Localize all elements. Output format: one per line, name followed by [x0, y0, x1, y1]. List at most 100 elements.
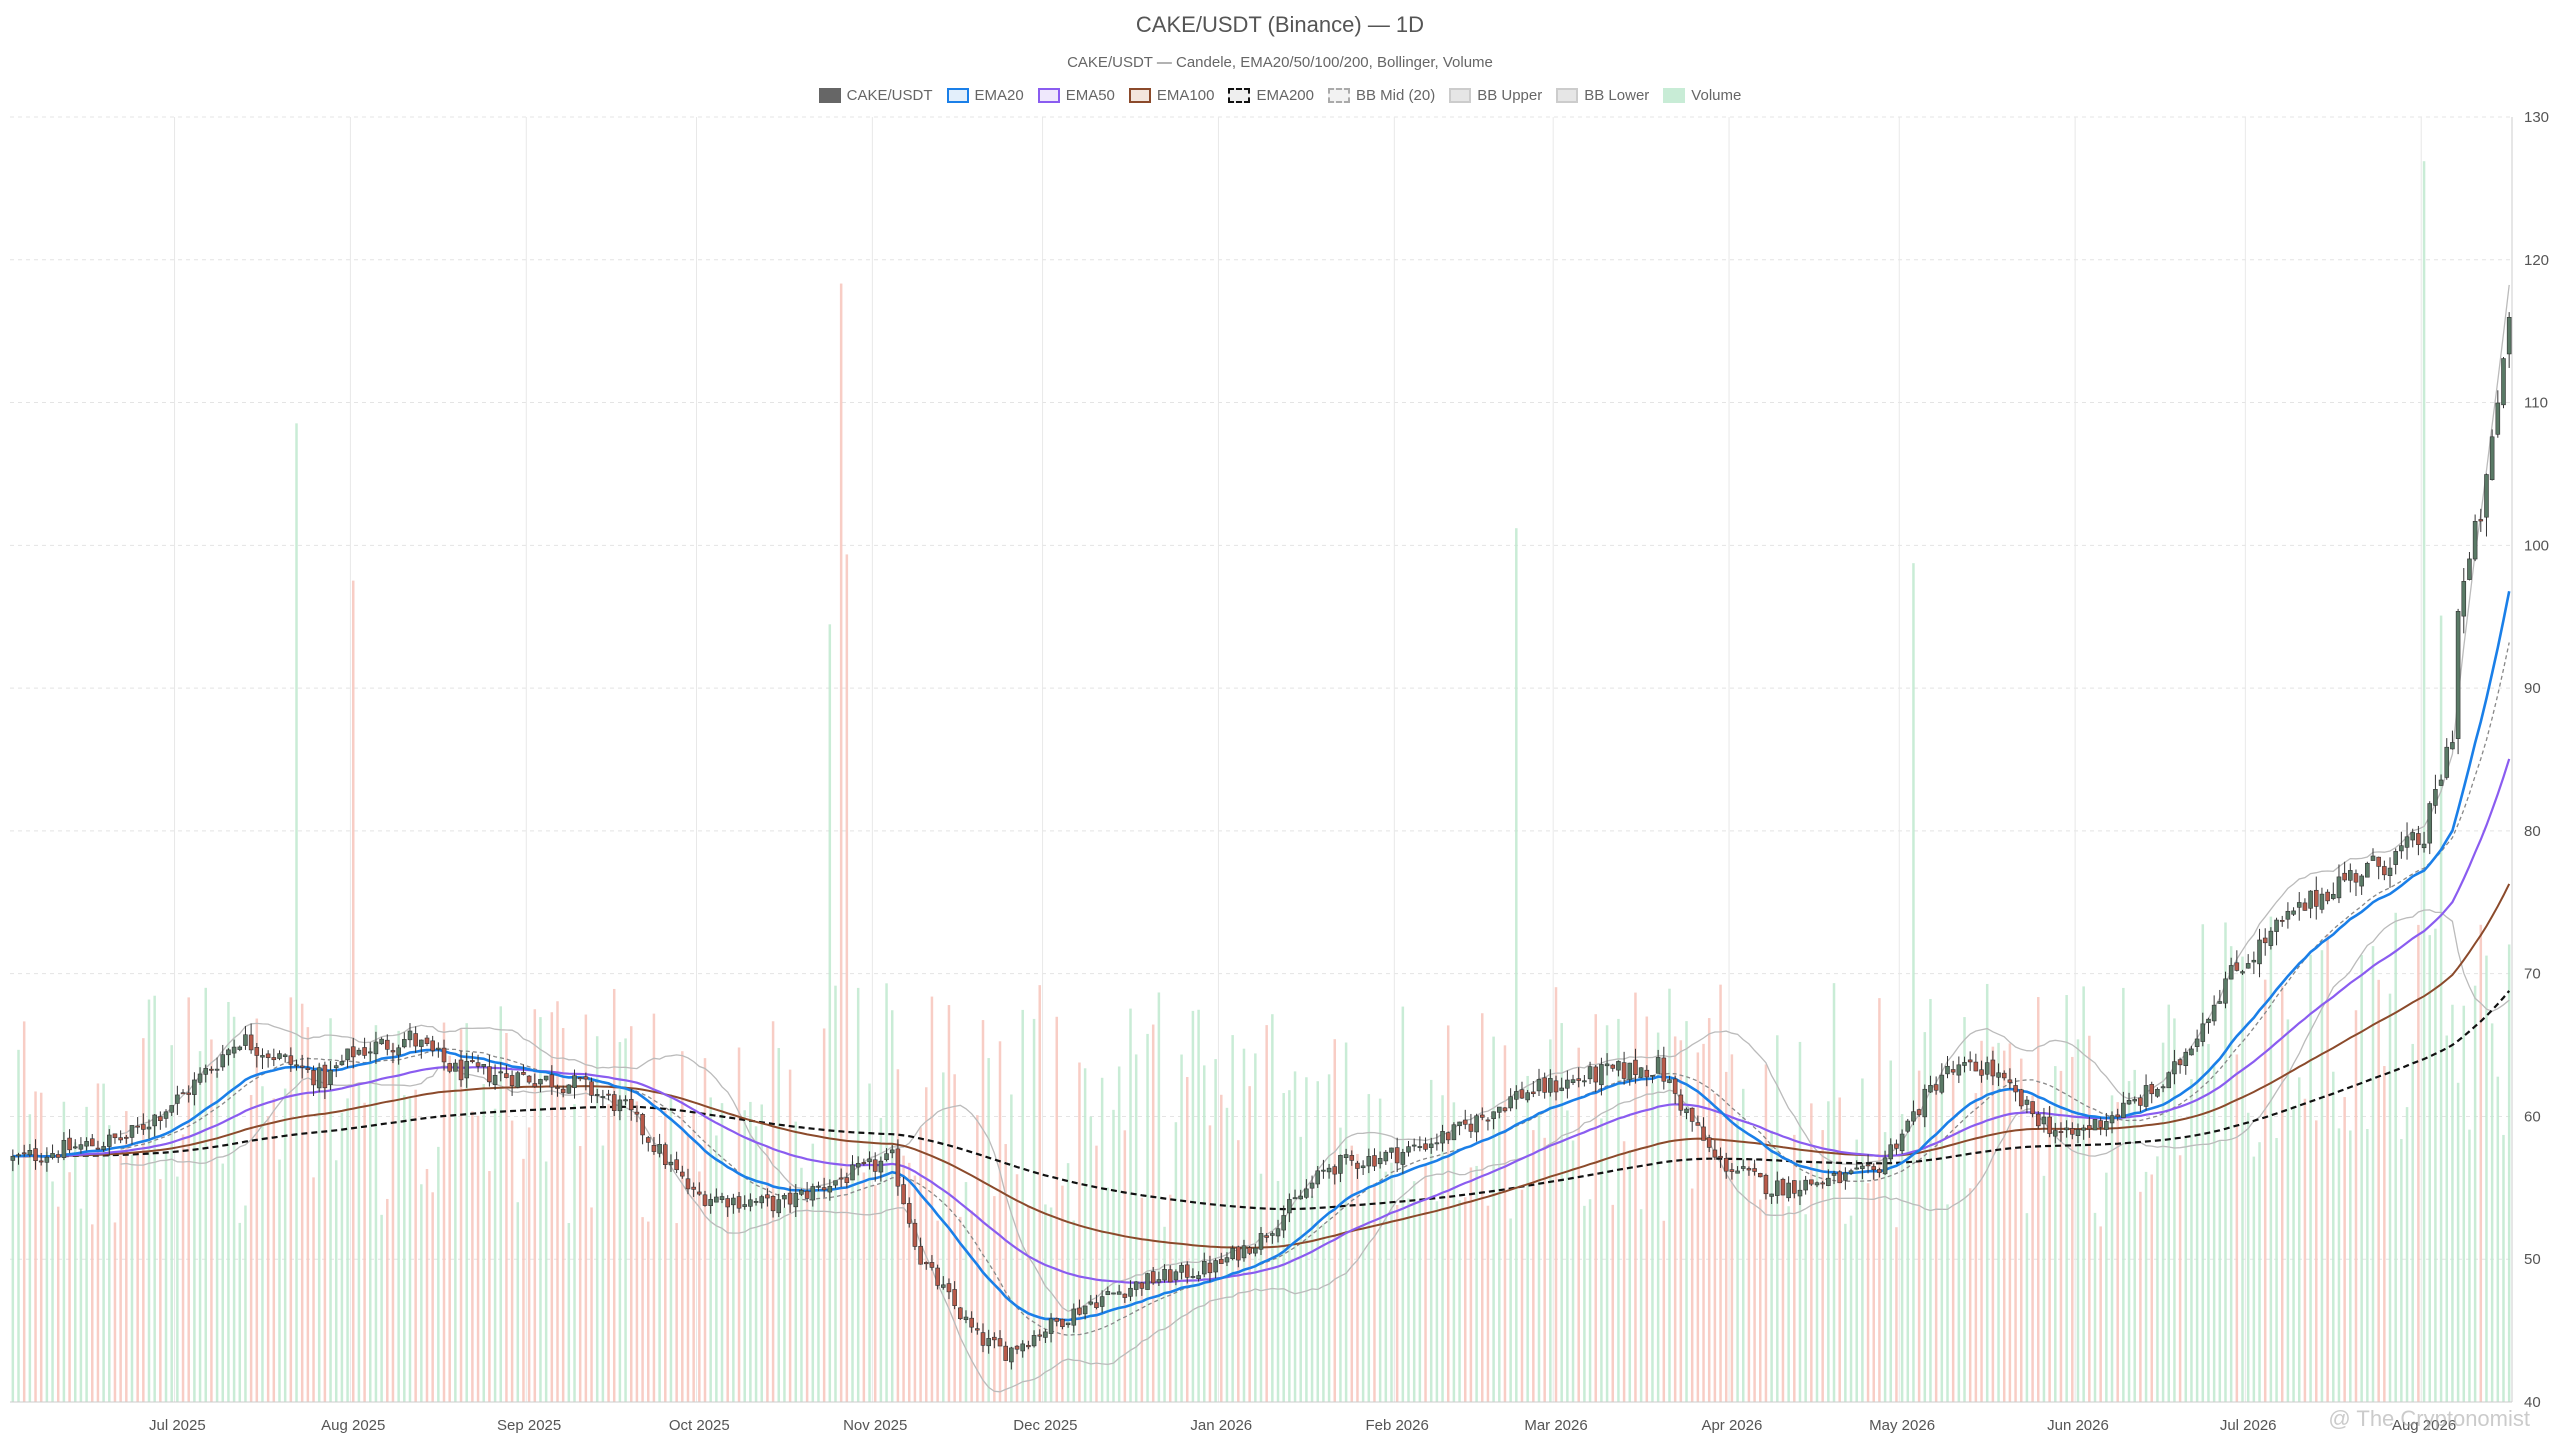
volume-bar [1498, 1113, 1501, 1402]
volume-bar [1793, 1134, 1796, 1402]
legend-item-ema200[interactable]: EMA200 [1228, 84, 1314, 106]
candle-body [2018, 1089, 2024, 1107]
candle [867, 1151, 872, 1170]
candle-body [2262, 937, 2268, 944]
volume-bar [459, 1029, 463, 1402]
volume-bar [1878, 998, 1881, 1402]
volume-bar [749, 1101, 752, 1402]
volume-bar [2320, 950, 2324, 1402]
volume-bar [1696, 1052, 1700, 1402]
volume-bar [181, 1134, 185, 1402]
ema200-line [12, 990, 2511, 1211]
candle [1445, 1131, 1451, 1144]
candle-body [1287, 1199, 1292, 1214]
candle [2495, 390, 2501, 438]
x-tick-label: Mar 2026 [1524, 1417, 1587, 1434]
candle-body [566, 1084, 572, 1094]
candle [657, 1133, 662, 1158]
candle-body [1899, 1133, 1905, 1152]
candle [2098, 1117, 2103, 1136]
volume-bar [664, 1110, 667, 1402]
candle [1003, 1341, 1008, 1361]
legend-item-bb-mid-20[interactable]: BB Mid (20) [1328, 84, 1435, 106]
legend-item-ema50[interactable]: EMA50 [1037, 84, 1115, 106]
volume-bar [73, 1142, 77, 1402]
legend-swatch [1228, 87, 1251, 103]
volume-bar [159, 1179, 162, 1402]
legend-item-ema20[interactable]: EMA20 [946, 84, 1024, 106]
volume-bar [102, 1083, 105, 1402]
legend-item-cake-usdt[interactable]: CAKE/USDT [818, 84, 933, 106]
candle [2001, 1070, 2007, 1081]
candle [1400, 1148, 1406, 1174]
x-tick-label: Sep 2025 [497, 1417, 561, 1434]
volume-bar [2292, 1105, 2295, 1402]
candle-body [1860, 1165, 1865, 1169]
volume-bar [471, 1111, 474, 1402]
candle-body [1877, 1169, 1882, 1173]
volume-bar [62, 1101, 66, 1402]
candle-body [260, 1055, 265, 1058]
candle [333, 1061, 339, 1078]
candle [390, 1042, 396, 1064]
candle [1928, 1075, 1933, 1093]
volume-bar [1265, 1025, 1268, 1402]
candle-body [872, 1159, 878, 1172]
candle-body [2495, 402, 2501, 435]
candle [413, 1026, 418, 1053]
candle-body [1457, 1121, 1462, 1127]
candle [254, 1042, 260, 1068]
candle [396, 1044, 401, 1065]
volume-bar [760, 1104, 763, 1402]
candle [1797, 1180, 1803, 1206]
candle [1060, 1318, 1065, 1330]
candle [1497, 1106, 1502, 1119]
volume-bar [2002, 1050, 2006, 1402]
volume-bar [125, 1111, 128, 1402]
legend-item-bb-lower[interactable]: BB Lower [1556, 84, 1649, 106]
candle-body [504, 1073, 509, 1078]
volume-bar [1997, 1042, 2000, 1402]
volume-bar [1759, 1199, 1762, 1402]
volume-bar [1798, 1041, 1802, 1402]
candle [2450, 730, 2455, 750]
volume-bar [1100, 1077, 1104, 1402]
candle-body [2336, 876, 2342, 899]
candle [38, 1152, 44, 1166]
legend-item-bb-upper[interactable]: BB Upper [1449, 84, 1542, 106]
candle [1905, 1118, 1911, 1133]
candle [226, 1048, 231, 1066]
legend-item-ema100[interactable]: EMA100 [1128, 84, 1214, 106]
volume-bar [2150, 1174, 2153, 1402]
candle [2331, 882, 2336, 901]
candle [2172, 1049, 2177, 1085]
candle-body [2404, 836, 2410, 848]
volume-bar [1475, 1165, 1478, 1402]
candle-body [799, 1190, 804, 1195]
volume-bar [1957, 1129, 1961, 1402]
candle [2013, 1077, 2018, 1102]
legend-item-volume[interactable]: Volume [1663, 84, 1741, 106]
candle-body [1684, 1108, 1689, 1114]
volume-bar [1441, 1095, 1444, 1402]
candle-body [492, 1074, 498, 1086]
candle-body [1207, 1262, 1213, 1274]
candle-body [1014, 1345, 1020, 1350]
candle-body [1411, 1144, 1417, 1147]
candle-body [1440, 1131, 1445, 1144]
candle-body [294, 1064, 299, 1067]
candle-body [1689, 1107, 1695, 1122]
candle [2404, 822, 2410, 860]
candle [2075, 1123, 2081, 1144]
bb-mid-line [120, 642, 2510, 1336]
candle-body [1882, 1157, 1888, 1175]
candle-body [657, 1143, 662, 1154]
volume-bar [1724, 1071, 1728, 1402]
candle-body [390, 1050, 396, 1053]
candle [1706, 1134, 1712, 1153]
candle [61, 1132, 67, 1161]
volume-bar [312, 1177, 315, 1402]
candle [2438, 774, 2444, 787]
volume-bar [794, 1121, 798, 1402]
candle [424, 1035, 430, 1047]
